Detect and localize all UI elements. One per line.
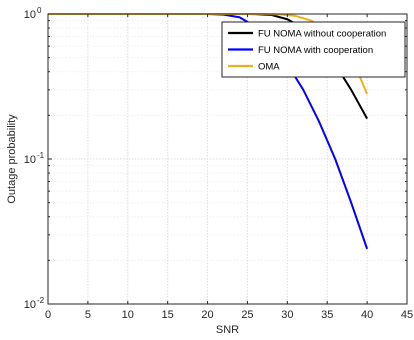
- x-axis-title: SNR: [216, 324, 239, 336]
- y-axis-title: Outage probability: [6, 114, 18, 204]
- x-tick-label: 10: [122, 309, 134, 321]
- y-tick-label-exponent: -1: [37, 151, 45, 160]
- y-tick-label-base: 10: [24, 299, 36, 311]
- legend: FU NOMA without cooperation FU NOMA with …: [221, 21, 406, 78]
- y-tick-label: 10: [24, 299, 36, 311]
- x-tick-label: 45: [401, 309, 413, 321]
- x-tick-label: 0: [45, 309, 51, 321]
- x-tick-label: 20: [201, 309, 213, 321]
- x-tick-label: 40: [361, 309, 373, 321]
- y-tick-label: 10: [24, 9, 36, 21]
- x-tick-label: 15: [162, 309, 174, 321]
- y-tick-label-exponent: 0: [37, 6, 42, 15]
- legend-label-1: FU NOMA with cooperation: [258, 45, 373, 56]
- y-tick-label-base: 10: [24, 9, 36, 21]
- x-tick-label: 35: [321, 309, 333, 321]
- y-tick-label: 10: [24, 154, 36, 166]
- legend-label-0: FU NOMA without cooperation: [258, 29, 386, 40]
- y-tick-label-base: 10: [24, 154, 36, 166]
- x-tick-label: 25: [241, 309, 253, 321]
- y-tick-label-exponent: -2: [37, 296, 45, 305]
- ticks: [47, 13, 408, 305]
- x-tick-label: 30: [281, 309, 293, 321]
- x-tick-label: 5: [85, 309, 91, 321]
- legend-label-2: OMA: [258, 62, 280, 73]
